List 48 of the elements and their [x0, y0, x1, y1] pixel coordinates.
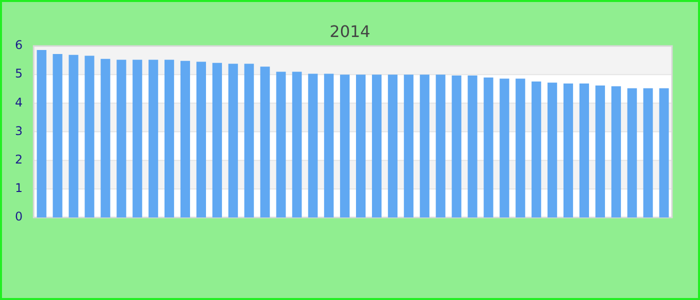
chart-subtitle: 2014 [330, 22, 370, 41]
bar [548, 82, 558, 218]
bar [420, 74, 430, 218]
y-tick-label: 4 [14, 95, 23, 110]
bar [244, 64, 254, 218]
bar [148, 60, 158, 218]
y-tick-label: 5 [14, 66, 23, 81]
bar [292, 72, 302, 218]
bar [579, 83, 590, 218]
y-tick-label: 1 [14, 181, 23, 196]
bar [68, 54, 78, 218]
bar [611, 86, 621, 218]
bar [563, 83, 574, 218]
bar [308, 74, 318, 218]
bar [36, 50, 46, 218]
bar [52, 54, 62, 218]
bar [116, 60, 126, 218]
bar [276, 72, 286, 218]
y-tick-label: 2 [14, 152, 23, 166]
bar [260, 66, 270, 218]
bar [532, 81, 542, 218]
bar [452, 75, 462, 218]
bar [356, 74, 366, 218]
y-tick-label: 3 [14, 124, 23, 138]
bar [340, 74, 350, 218]
bar [436, 74, 446, 218]
bar [212, 62, 222, 218]
bar [196, 62, 206, 218]
bar [404, 74, 414, 218]
bar [595, 85, 605, 218]
bar [180, 60, 190, 218]
bar [500, 78, 510, 218]
bar [132, 60, 142, 218]
bar [484, 77, 494, 218]
bar [468, 75, 478, 218]
bar [516, 78, 526, 218]
y-tick-label: 0 [14, 210, 23, 224]
bar [100, 58, 110, 218]
bar [372, 74, 382, 218]
bar [659, 88, 669, 218]
bar [228, 64, 238, 218]
y-tick-label: 6 [14, 38, 23, 52]
bar [324, 74, 334, 218]
bar [627, 88, 637, 218]
bar [164, 60, 174, 218]
bar [388, 74, 398, 218]
bar [84, 56, 94, 218]
bar [643, 88, 653, 218]
